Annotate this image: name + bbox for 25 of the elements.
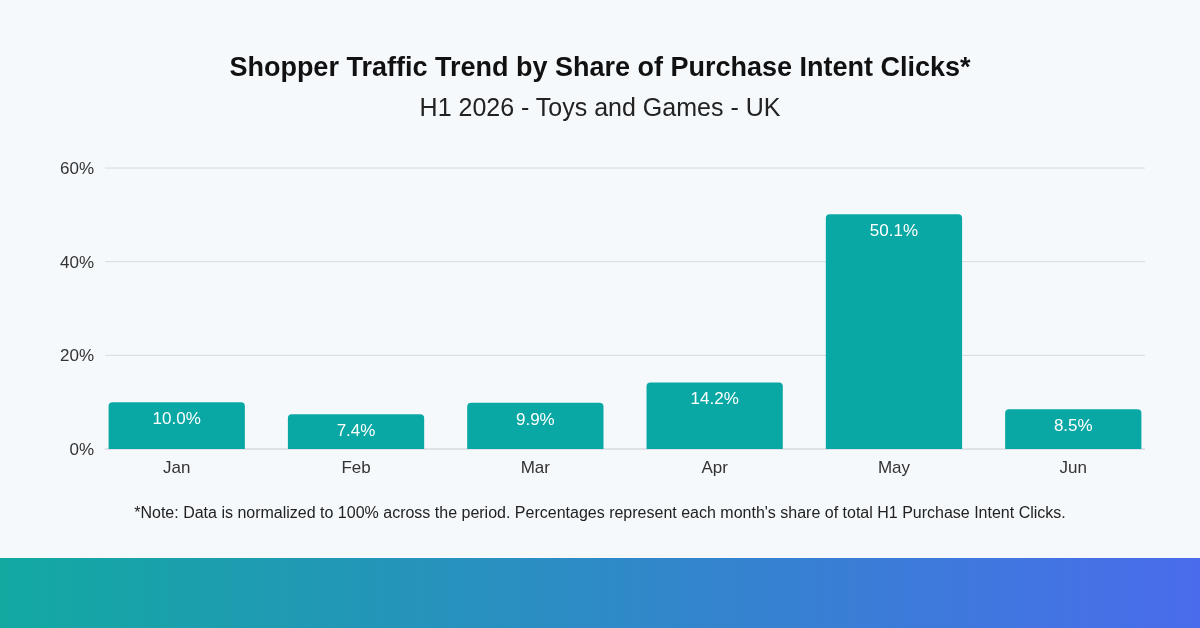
bar bbox=[108, 402, 245, 449]
y-tick-label: 0% bbox=[69, 440, 94, 459]
y-tick-label: 20% bbox=[59, 346, 94, 366]
bar bbox=[646, 382, 783, 449]
bar bbox=[1005, 409, 1142, 449]
data-label: 10.0% bbox=[152, 409, 201, 429]
x-tick-label: Jan bbox=[163, 458, 191, 477]
data-label: 14.2% bbox=[690, 389, 739, 409]
y-tick-label: 60% bbox=[59, 159, 94, 178]
y-tick-label: 40% bbox=[59, 252, 94, 272]
chart-subtitle: H1 2026 - Toys and Games - UK bbox=[419, 93, 781, 121]
x-tick-label: Jun bbox=[1059, 458, 1087, 477]
chart-title: Shopper Traffic Trend by Share of Purchase Intent Clicks* bbox=[229, 52, 972, 82]
data-label: 8.5% bbox=[1053, 416, 1093, 436]
x-tick-label: Feb bbox=[341, 458, 371, 477]
bar bbox=[467, 402, 604, 449]
data-label: 50.1% bbox=[869, 221, 919, 241]
x-tick-label: May bbox=[877, 458, 911, 477]
x-tick-label: Mar bbox=[520, 458, 551, 477]
data-label: 7.4% bbox=[336, 421, 376, 441]
bar bbox=[825, 214, 963, 449]
text: *Note: Data is normalized to 100% across the period. Percentages represent each month's share of total H1 Purchase Intent Clicks. bbox=[134, 504, 1066, 521]
data-label: 9.9% bbox=[515, 409, 555, 429]
bar bbox=[287, 414, 425, 449]
x-tick-label: Apr bbox=[701, 458, 729, 477]
